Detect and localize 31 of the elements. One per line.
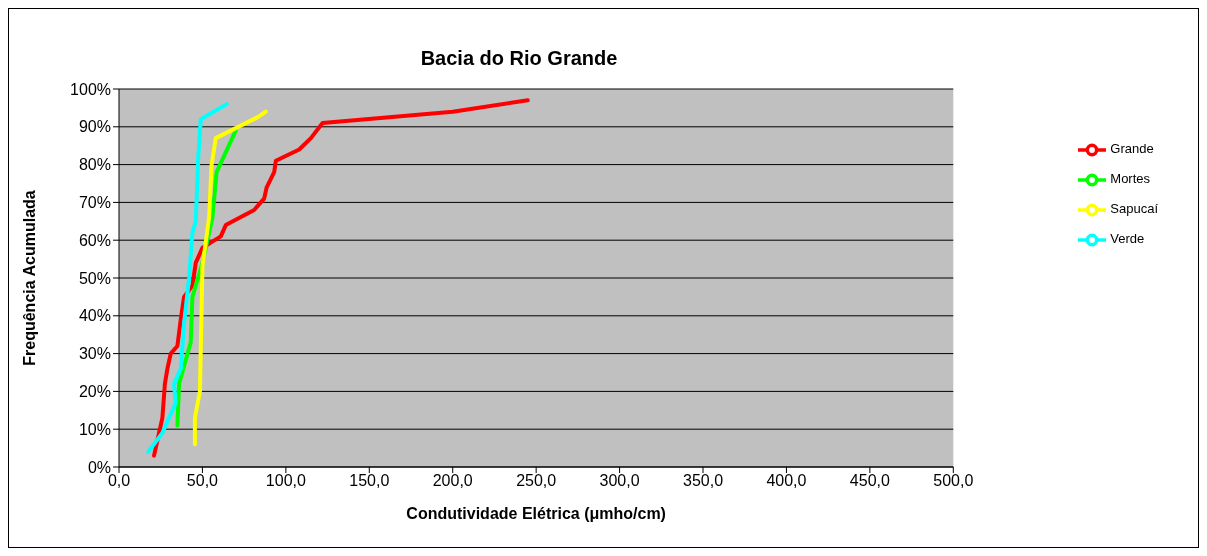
x-tick-label: 100,0 — [265, 472, 306, 490]
y-tick-label: 50% — [78, 269, 111, 287]
chart-title: Bacia do Rio Grande — [419, 47, 619, 70]
y-tick-label: 30% — [78, 345, 111, 363]
x-axis-title: Condutividade Elétrica (μmho/cm) — [406, 505, 666, 522]
x-tick-label: 350,0 — [682, 472, 724, 490]
x-tick-label: 50,0 — [186, 472, 219, 490]
x-tick-label: 250,0 — [516, 472, 557, 490]
y-tick-label: 60% — [78, 231, 111, 249]
y-tick-label: 100% — [70, 80, 111, 98]
legend-label: Sapucaí — [1110, 201, 1158, 216]
x-tick-label: 450,0 — [849, 472, 890, 490]
x-tick-label: 150,0 — [349, 472, 390, 490]
x-tick-label: 0,0 — [107, 472, 131, 490]
y-axis-title: Frequência Acumulada — [20, 190, 38, 366]
x-tick-label: 500,0 — [933, 472, 974, 490]
y-tick-label: 80% — [78, 156, 111, 174]
line-series — [152, 98, 530, 458]
line-series — [192, 109, 268, 447]
y-tick-label: 90% — [78, 118, 111, 136]
x-tick-label: 200,0 — [432, 472, 473, 490]
legend-label: Mortes — [1110, 171, 1151, 186]
x-tick-label: 300,0 — [599, 472, 640, 490]
line-series — [146, 102, 229, 454]
y-tick-label: 40% — [78, 307, 111, 325]
y-tick-label: 20% — [78, 383, 111, 401]
y-tick-label: 10% — [78, 420, 111, 438]
x-tick-label: 400,0 — [766, 472, 807, 490]
legend-label: Verde — [1110, 231, 1145, 246]
y-tick-label: 70% — [78, 194, 111, 212]
legend-label: Grande — [1110, 141, 1154, 156]
